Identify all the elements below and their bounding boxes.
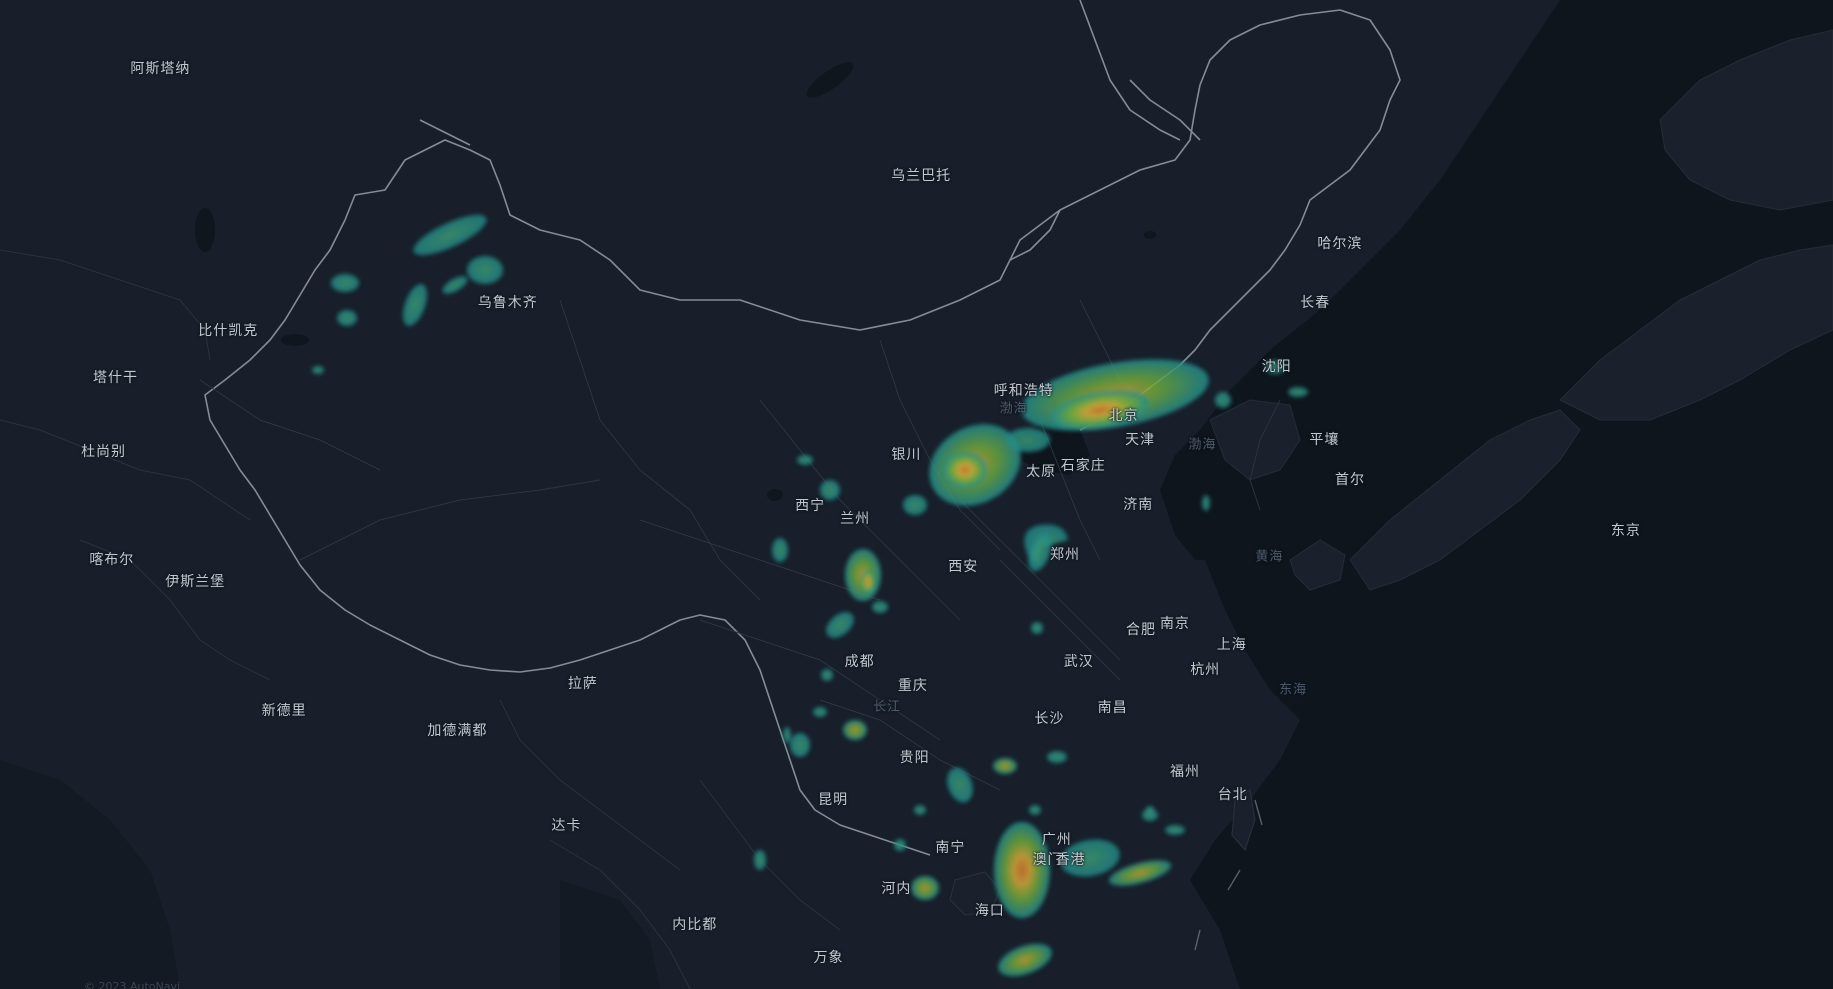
province-boundaries <box>199 299 1141 791</box>
cities-label: 长沙 <box>1034 710 1065 727</box>
cities-label: 达卡 <box>551 818 582 835</box>
seas-label: 渤海 <box>999 401 1028 417</box>
cities-label: 乌兰巴托 <box>891 168 952 185</box>
cities-label: 塔什干 <box>92 370 138 387</box>
cities-label: 广州 <box>1041 832 1072 849</box>
cities-label: 石家庄 <box>1060 458 1106 475</box>
cities-label: 杜尚别 <box>81 444 127 461</box>
neighbor-land <box>1209 29 1833 591</box>
lakes <box>195 62 1156 501</box>
cities-label: 首尔 <box>1335 472 1365 489</box>
seas-label: 长江 <box>873 699 902 715</box>
cities-label: 太原 <box>1026 464 1057 481</box>
cities-label: 合肥 <box>1126 621 1157 638</box>
cities-label: 澳门 <box>1032 851 1063 868</box>
cities-label: 南宁 <box>935 840 966 857</box>
cities-label: 长春 <box>1300 295 1331 312</box>
cities-label: 新德里 <box>261 702 307 719</box>
cities-label: 哈尔滨 <box>1317 236 1363 253</box>
cities-label: 喀布尔 <box>89 551 135 568</box>
cities-label: 内比都 <box>672 917 718 934</box>
cities-label: 上海 <box>1216 636 1247 653</box>
cities-label: 比什凯克 <box>198 322 259 339</box>
cities-label: 海口 <box>974 903 1005 920</box>
radar-echoes <box>312 214 1308 977</box>
cities-label: 重庆 <box>897 678 928 695</box>
foreign-borders <box>0 249 1281 989</box>
cities-label: 福州 <box>1170 763 1201 780</box>
cities-label: 万象 <box>813 949 844 966</box>
hainan-island <box>949 871 1001 916</box>
cities-label: 贵阳 <box>899 749 930 766</box>
seas-label: 黄海 <box>1255 549 1284 565</box>
cities-label: 南京 <box>1159 615 1190 632</box>
seas-label: 渤海 <box>1188 437 1217 453</box>
cities-label: 天津 <box>1125 431 1156 448</box>
cities-label: 河内 <box>881 880 912 897</box>
cities-label: 郑州 <box>1049 546 1080 563</box>
taiwan-island <box>1231 789 1256 851</box>
cities-label: 加德满都 <box>427 723 488 740</box>
cities-label: 东京 <box>1610 522 1641 539</box>
seas-label: 东海 <box>1279 682 1308 698</box>
cities-label: 昆明 <box>818 791 849 808</box>
cities-label: 乌鲁木齐 <box>477 295 538 312</box>
cities-label: 西宁 <box>795 498 826 515</box>
cities-label: 阿斯塔纳 <box>130 61 191 78</box>
cities-label: 香港 <box>1055 851 1086 868</box>
cities-label: 武汉 <box>1063 653 1094 670</box>
cities-label: 台北 <box>1217 786 1248 803</box>
cities-label: 南昌 <box>1097 700 1128 717</box>
copyright-notice: © 2023 AutoNavi <box>84 980 181 989</box>
cities-label: 平壤 <box>1309 431 1340 448</box>
cities-label: 伊斯兰堡 <box>165 573 226 590</box>
cities-label: 西安 <box>948 558 979 575</box>
cities-label: 银川 <box>891 446 922 463</box>
cities-label: 北京 <box>1108 408 1139 425</box>
cities-label: 济南 <box>1123 496 1154 513</box>
cities-label: 呼和浩特 <box>993 383 1054 400</box>
cities-label: 沈阳 <box>1261 358 1292 375</box>
offshore-streaks <box>1194 799 1263 951</box>
cities-label: 兰州 <box>840 511 871 528</box>
cities-label: 成都 <box>844 653 875 670</box>
cities-label: 杭州 <box>1190 661 1221 678</box>
cities-label: 拉萨 <box>567 675 598 692</box>
